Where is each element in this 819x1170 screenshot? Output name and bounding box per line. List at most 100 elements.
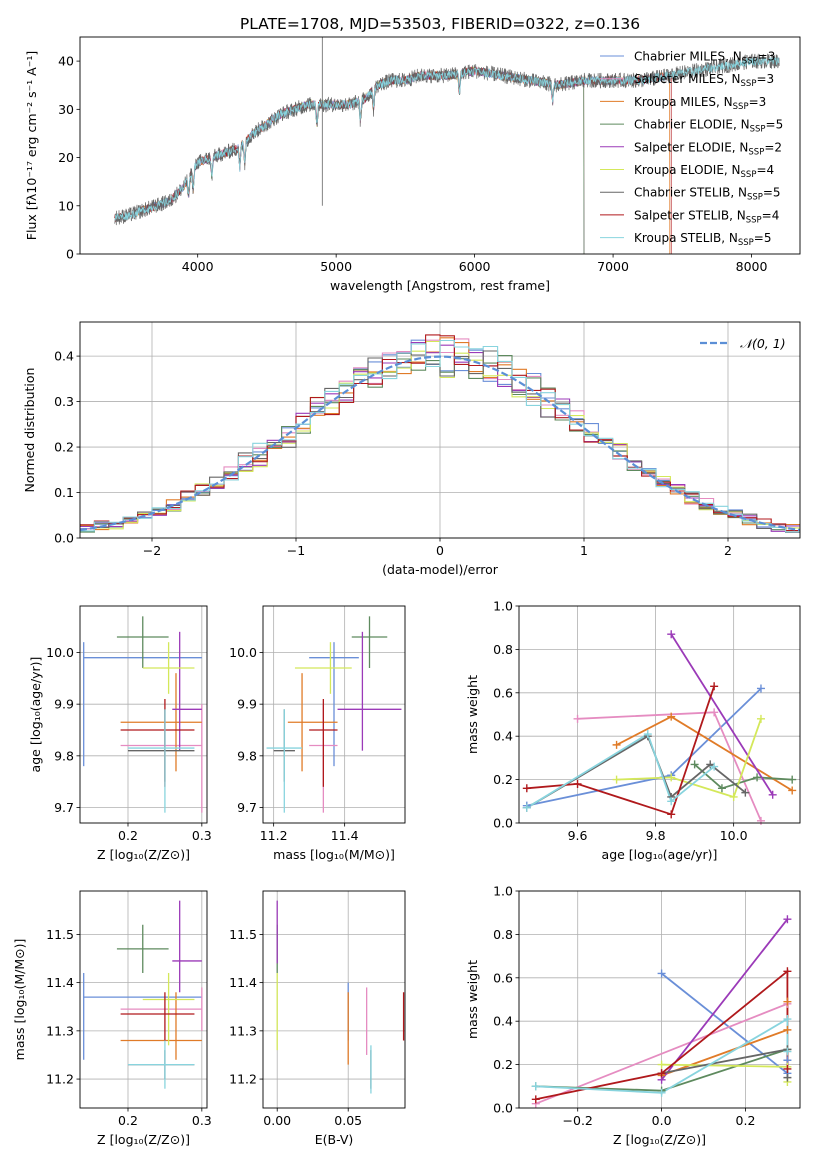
y-tick-label: 0.6 (493, 970, 513, 985)
y-tick-label: 0.2 (493, 1057, 513, 1072)
weight-point-marker (741, 788, 750, 797)
errorbar-point (172, 900, 202, 993)
y-tick-label: 11.2 (46, 1072, 74, 1087)
y-tick-label: 0.4 (493, 729, 513, 744)
weight-point-marker (783, 1073, 792, 1082)
legend-label: Salpeter ELODIE, NSSP=2 (634, 140, 782, 157)
y-tick-label: 0.4 (54, 349, 74, 364)
weight-series-line (526, 732, 715, 809)
weight-series-line (535, 1017, 789, 1094)
legend-label: Kroupa MILES, NSSP=3 (634, 95, 766, 112)
x-tick-label: 2 (724, 543, 732, 558)
y-tick-label: 9.9 (237, 697, 257, 712)
weight-point-marker (788, 786, 797, 795)
legend-label: Chabrier STELIB, NSSP=5 (634, 186, 781, 203)
y-tick-label: 0.6 (493, 685, 513, 700)
x-tick-label: 9.6 (568, 828, 588, 843)
weight-point-marker (643, 730, 652, 739)
x-axis-label: (data-model)/error (382, 562, 499, 577)
weight-point-marker (729, 792, 738, 801)
weight-point-marker (690, 760, 699, 769)
x-tick-label: 5000 (320, 259, 352, 274)
weight-series-line (616, 718, 762, 799)
x-axis-label: Z [log₁₀(Z/Z⊙)] (97, 1132, 190, 1147)
errorbar-point (309, 699, 338, 787)
y-tick-label: 0.0 (493, 1101, 513, 1116)
x-tick-label: 0.2 (118, 1113, 138, 1128)
x-tick-label: 0.2 (118, 828, 138, 843)
y-tick-label: 11.3 (46, 1023, 74, 1038)
errorbar-point (266, 709, 303, 813)
legend: 𝒩(0, 1) (700, 336, 786, 351)
legend-label: 𝒩(0, 1) (740, 336, 786, 351)
y-tick-label: 0.4 (493, 1014, 513, 1029)
weight-point-marker (667, 712, 676, 721)
weight-series-line (670, 633, 774, 796)
errorbar-point (294, 642, 352, 694)
weight-point-marker (657, 1088, 666, 1097)
y-tick-label: 0 (66, 247, 74, 262)
weight-point-marker (756, 684, 765, 693)
errorbar-point (120, 704, 203, 813)
axes-frame (79, 890, 208, 1109)
y-tick-label: 0.0 (493, 816, 513, 831)
legend-label: Chabrier ELODIE, NSSP=5 (634, 118, 783, 135)
y-axis-label: Normed distribution (22, 368, 37, 493)
weight-series-line (661, 1063, 789, 1082)
y-axis-label: Flux [fλ10⁻¹⁷ erg cm⁻² s⁻¹ A⁻¹] (24, 51, 39, 240)
errorbar-point (337, 631, 402, 751)
weight-point-marker (768, 790, 777, 799)
y-tick-label: 20 (58, 150, 74, 165)
legend-label: Salpeter MILES, NSSP=3 (634, 72, 774, 89)
weight-series-line (660, 918, 789, 1081)
plot-area (83, 900, 203, 1089)
x-tick-label: 6000 (459, 259, 491, 274)
histogram-step (80, 339, 800, 533)
y-tick-label: 1.0 (493, 884, 513, 899)
panel-mass-vs-Z: 0.2 0.3 11.2 11.3 11.4 11.5 Z [log₁₀(Z/Z⊙)] mas… (12, 890, 212, 1147)
weight-point-marker (657, 1060, 666, 1069)
weight-point-marker (657, 1069, 666, 1078)
legend-label: Chabrier MILES, NSSP=3 (634, 50, 775, 67)
y-tick-label: 10.0 (229, 645, 257, 660)
y-tick-label: 0.8 (493, 927, 513, 942)
x-tick-label: −2 (143, 543, 161, 558)
x-tick-label: 0.0 (652, 1113, 672, 1128)
weight-point-marker (710, 762, 719, 771)
y-tick-label: 9.8 (54, 748, 74, 763)
y-tick-label: 0.1 (54, 485, 74, 500)
plot-area (80, 334, 800, 534)
weight-point-marker (717, 784, 726, 793)
weight-point-marker (531, 1082, 540, 1091)
weight-series-line (526, 734, 746, 809)
y-tick-label: 11.4 (46, 975, 74, 990)
legend-label: Kroupa ELODIE, NSSP=4 (634, 163, 774, 180)
weight-point-marker (667, 810, 676, 819)
x-tick-label: −0.2 (563, 1113, 593, 1128)
spectrum-line (183, 66, 585, 254)
weight-point-marker (531, 1095, 540, 1104)
x-tick-label: 1 (580, 543, 588, 558)
axes-frame (79, 605, 208, 824)
x-axis-label: mass [log₁₀(M/M⊙)] (273, 847, 395, 862)
errorbar-point (120, 673, 202, 772)
y-tick-label: 40 (58, 54, 74, 69)
y-axis-label: age [log₁₀(age/yr)] (28, 657, 43, 773)
plot-area (266, 616, 402, 813)
x-tick-label: 0.2 (736, 1113, 756, 1128)
legend: Chabrier MILES, NSSP=3 Salpeter MILES, NS… (600, 50, 783, 248)
y-axis-label: mass weight (465, 960, 480, 1039)
spectrum-line (114, 56, 780, 221)
errorbar-point (120, 992, 202, 1060)
axes-frame (518, 890, 801, 1109)
x-axis-label: wavelength [Angstrom, rest frame] (330, 278, 550, 293)
weight-point-marker (657, 969, 666, 978)
panel-weight-vs-Z: −0.2 0.0 0.2 0.0 0.2 0.4 0.6 0.8 1.0 Z [log₁₀(Z/Z… (465, 884, 801, 1147)
histogram-step (80, 350, 800, 533)
y-tick-label: 9.7 (237, 800, 257, 815)
y-tick-label: 9.8 (237, 748, 257, 763)
panel-spectrum: 4000 5000 6000 7000 8000 0 10 20 30 40 wavelength … (24, 36, 801, 293)
axes-frame (262, 890, 406, 1109)
errorbar-point (120, 699, 195, 787)
spectrum-line (186, 66, 585, 254)
